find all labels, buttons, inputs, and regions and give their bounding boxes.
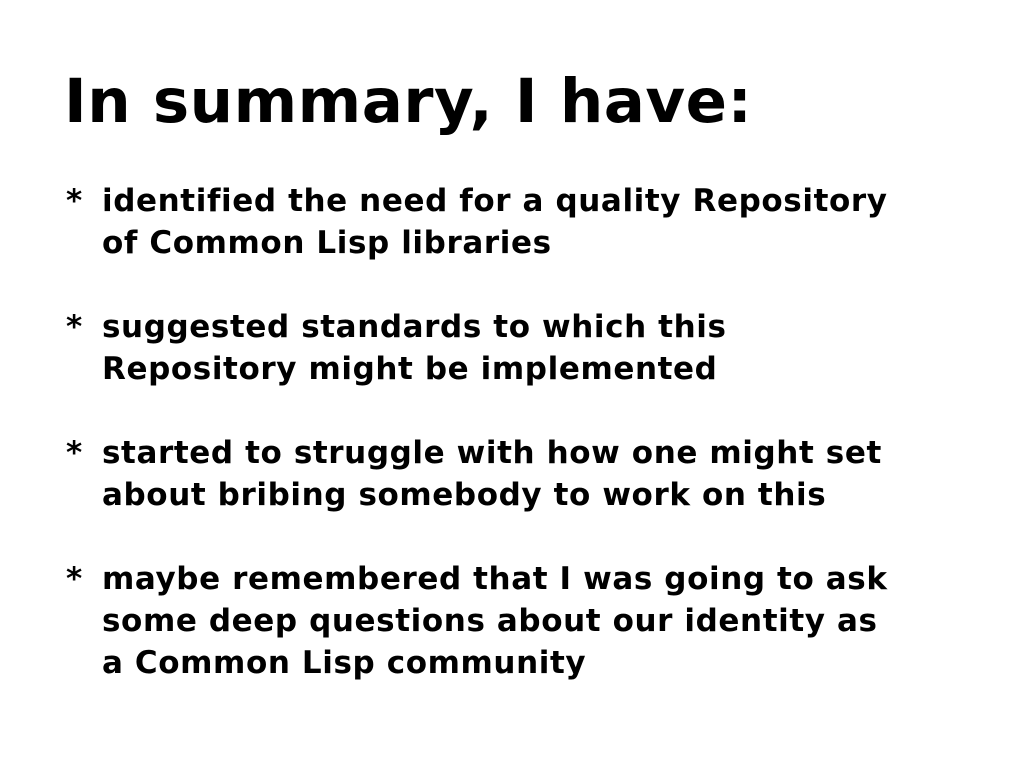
summary-item-line: started to struggle with how one might s…	[102, 435, 882, 471]
bullet-marker: *	[66, 183, 83, 219]
summary-item: * started to struggle with how one might…	[66, 432, 1006, 516]
summary-item-line: identified the need for a quality Reposi…	[102, 183, 888, 219]
summary-item-line: Repository might be implemented	[102, 351, 718, 387]
summary-list: * identified the need for a quality Repo…	[66, 180, 1006, 726]
summary-item-text: maybe remembered that I was going to ask…	[102, 558, 888, 684]
summary-item-text: identified the need for a quality Reposi…	[102, 180, 888, 264]
summary-item-line: a Common Lisp community	[102, 645, 587, 681]
summary-item: * suggested standards to which this Repo…	[66, 306, 1006, 390]
summary-item-line: maybe remembered that I was going to ask	[102, 561, 888, 597]
summary-item-text: started to struggle with how one might s…	[102, 432, 882, 516]
bullet-marker: *	[66, 309, 83, 345]
summary-item-line: about bribing somebody to work on this	[102, 477, 827, 513]
summary-item-line: some deep questions about our identity a…	[102, 603, 878, 639]
summary-item-line: suggested standards to which this	[102, 309, 727, 345]
slide-title: In summary, I have:	[64, 66, 753, 137]
summary-item-text: suggested standards to which this Reposi…	[102, 306, 727, 390]
bullet-marker: *	[66, 435, 83, 471]
summary-item-line: of Common Lisp libraries	[102, 225, 552, 261]
bullet-marker: *	[66, 561, 83, 597]
summary-item: * identified the need for a quality Repo…	[66, 180, 1006, 264]
summary-item: * maybe remembered that I was going to a…	[66, 558, 1006, 684]
